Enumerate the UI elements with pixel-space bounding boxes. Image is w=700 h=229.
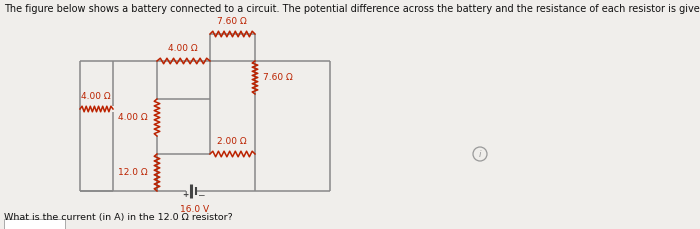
Text: 7.60 Ω: 7.60 Ω [217,17,247,26]
Text: The figure below shows a battery connected to a circuit. The potential differenc: The figure below shows a battery connect… [4,4,700,14]
Text: −: − [197,190,204,199]
Text: i: i [479,150,482,159]
Text: What is the current (in A) in the 12.0 Ω resistor?: What is the current (in A) in the 12.0 Ω… [4,212,232,221]
Text: 2.00 Ω: 2.00 Ω [217,136,247,145]
Text: 4.00 Ω: 4.00 Ω [118,113,148,122]
Text: 12.0 Ω: 12.0 Ω [118,168,148,177]
FancyBboxPatch shape [4,218,64,229]
Text: 7.60 Ω: 7.60 Ω [263,73,293,82]
Text: 4.00 Ω: 4.00 Ω [81,92,111,101]
Text: 4.00 Ω: 4.00 Ω [168,44,198,53]
Text: 16.0 V: 16.0 V [181,204,209,213]
Text: +: + [182,190,188,199]
